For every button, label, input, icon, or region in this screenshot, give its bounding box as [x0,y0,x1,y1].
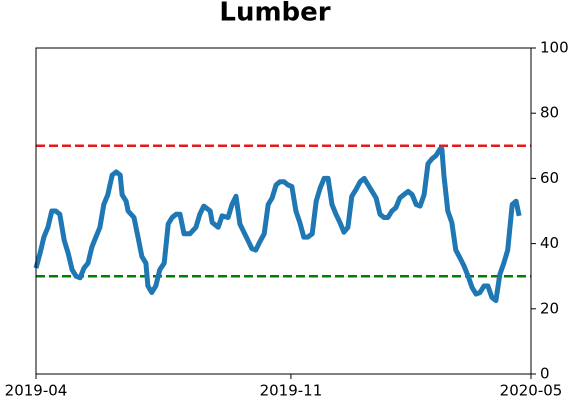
y-tick-label: 60 [540,169,559,187]
y-tick-label: 80 [540,104,559,122]
chart-title: Lumber [219,0,330,28]
x-tick-label: 2020-05 [500,382,563,400]
y-tick-label: 100 [540,39,569,57]
y-tick-label: 0 [540,365,550,383]
y-tick-label: 40 [540,234,559,252]
line-series [33,146,522,304]
y-tick-label: 20 [540,299,559,317]
x-tick-label: 2019-11 [260,382,323,400]
x-tick-label: 2019-04 [5,382,68,400]
plot-frame [35,47,532,375]
